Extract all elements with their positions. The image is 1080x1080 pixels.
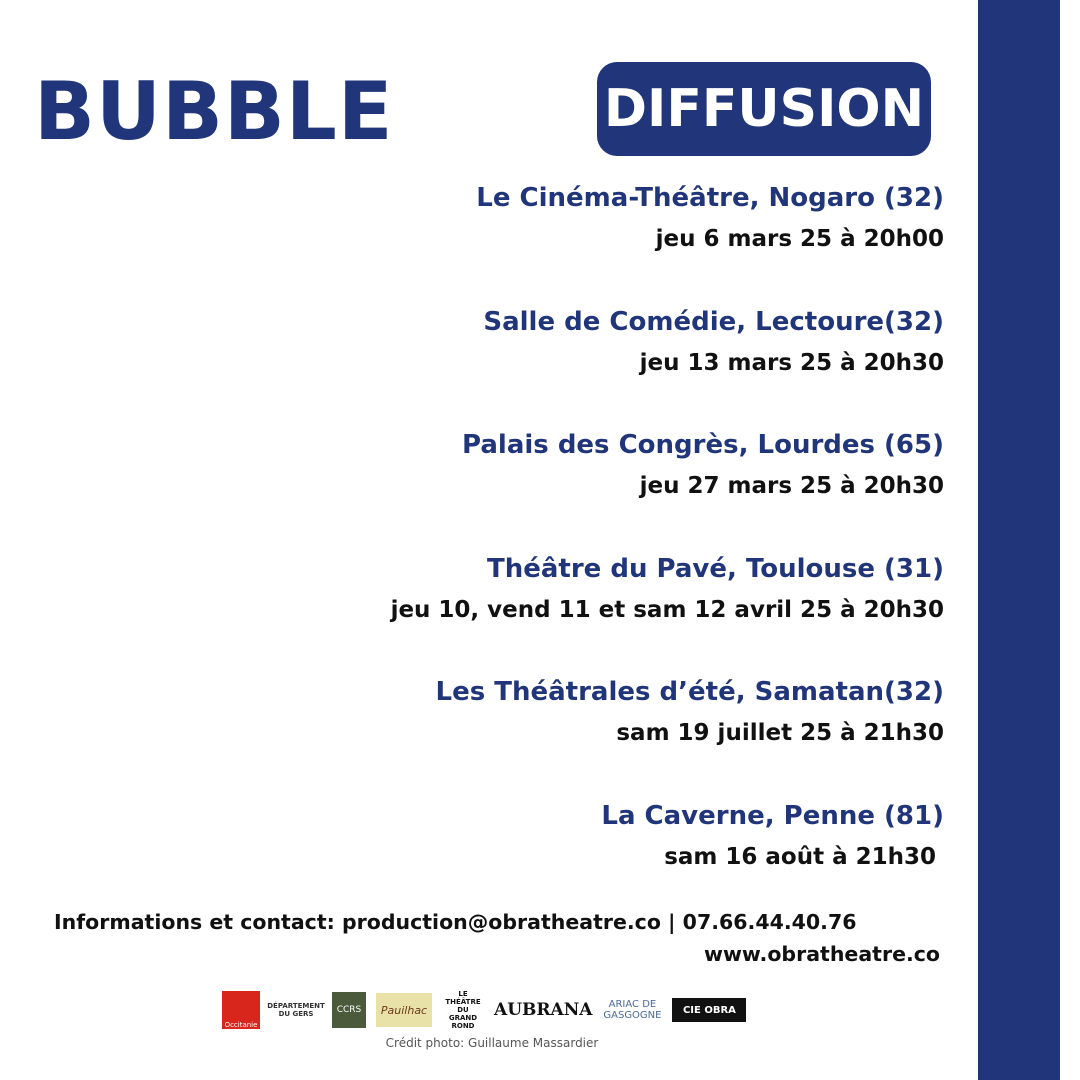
grand-rond-logo: LE THÉÂTRE DU GRAND ROND <box>445 990 481 1030</box>
contact-line: Informations et contact: production@obra… <box>54 910 857 934</box>
event-date: jeu 6 mars 25 à 20h00 <box>655 226 944 252</box>
ariac-logo: ARIAC DE GASGOGNE <box>603 999 662 1021</box>
pauilhac-logo: Pauilhac <box>376 993 432 1027</box>
occitanie-logo: Occitanie <box>222 991 260 1029</box>
event-item: Salle de Comédie, Lectoure(32) jeu 13 mar… <box>391 302 944 426</box>
event-venue: La Caverne, Penne (81) <box>601 800 944 831</box>
ccrs-logo: CCRS <box>332 992 366 1028</box>
event-item: Palais des Congrès, Lourdes (65) jeu 27 m… <box>391 425 944 549</box>
event-date: jeu 10, vend 11 et sam 12 avril 25 à 20h… <box>390 596 944 623</box>
event-item: La Caverne, Penne (81) sam 16 août à 21h3… <box>391 796 944 920</box>
event-venue: Palais des Congrès, Lourdes (65) <box>462 430 944 460</box>
event-item: Les Théâtrales d’été, Samatan(32) sam 19 … <box>391 672 944 796</box>
contact-info: Informations et contact: production@obra… <box>54 906 947 970</box>
cie-obra-logo: CIE OBRA <box>672 998 747 1022</box>
event-date: sam 16 août à 21h30 <box>664 843 936 870</box>
photo-credit: Crédit photo: Guillaume Massardier <box>385 1036 599 1050</box>
event-venue: Le Cinéma-Théâtre, Nogaro (32) <box>476 183 944 213</box>
event-item: Le Cinéma-Théâtre, Nogaro (32) jeu 6 mars… <box>391 178 944 302</box>
aubrana-logo: AUBRANA <box>494 1000 593 1020</box>
event-item: Théâtre du Pavé, Toulouse (31) jeu 10, ve… <box>391 549 944 673</box>
diffusion-label: DIFFUSION <box>603 79 925 139</box>
event-date: sam 19 juillet 25 à 21h30 <box>616 720 944 746</box>
side-bar <box>978 0 1060 1080</box>
show-title: BUBBLE <box>34 65 394 158</box>
event-venue: Théâtre du Pavé, Toulouse (31) <box>487 553 944 584</box>
event-venue: Salle de Comédie, Lectoure(32) <box>483 306 944 337</box>
gers-logo: DÉPARTEMENT DU GERS <box>267 1002 325 1018</box>
diffusion-badge: DIFFUSION <box>597 62 931 156</box>
event-list: Le Cinéma-Théâtre, Nogaro (32) jeu 6 mars… <box>391 178 944 919</box>
event-date: jeu 27 mars 25 à 20h30 <box>639 473 944 499</box>
event-date: jeu 13 mars 25 à 20h30 <box>639 349 944 376</box>
partner-logos: Occitanie DÉPARTEMENT DU GERS CCRS Pauil… <box>222 990 747 1030</box>
website-link[interactable]: www.obratheatre.co <box>704 942 940 966</box>
event-venue: Les Théâtrales d’été, Samatan(32) <box>435 677 944 707</box>
